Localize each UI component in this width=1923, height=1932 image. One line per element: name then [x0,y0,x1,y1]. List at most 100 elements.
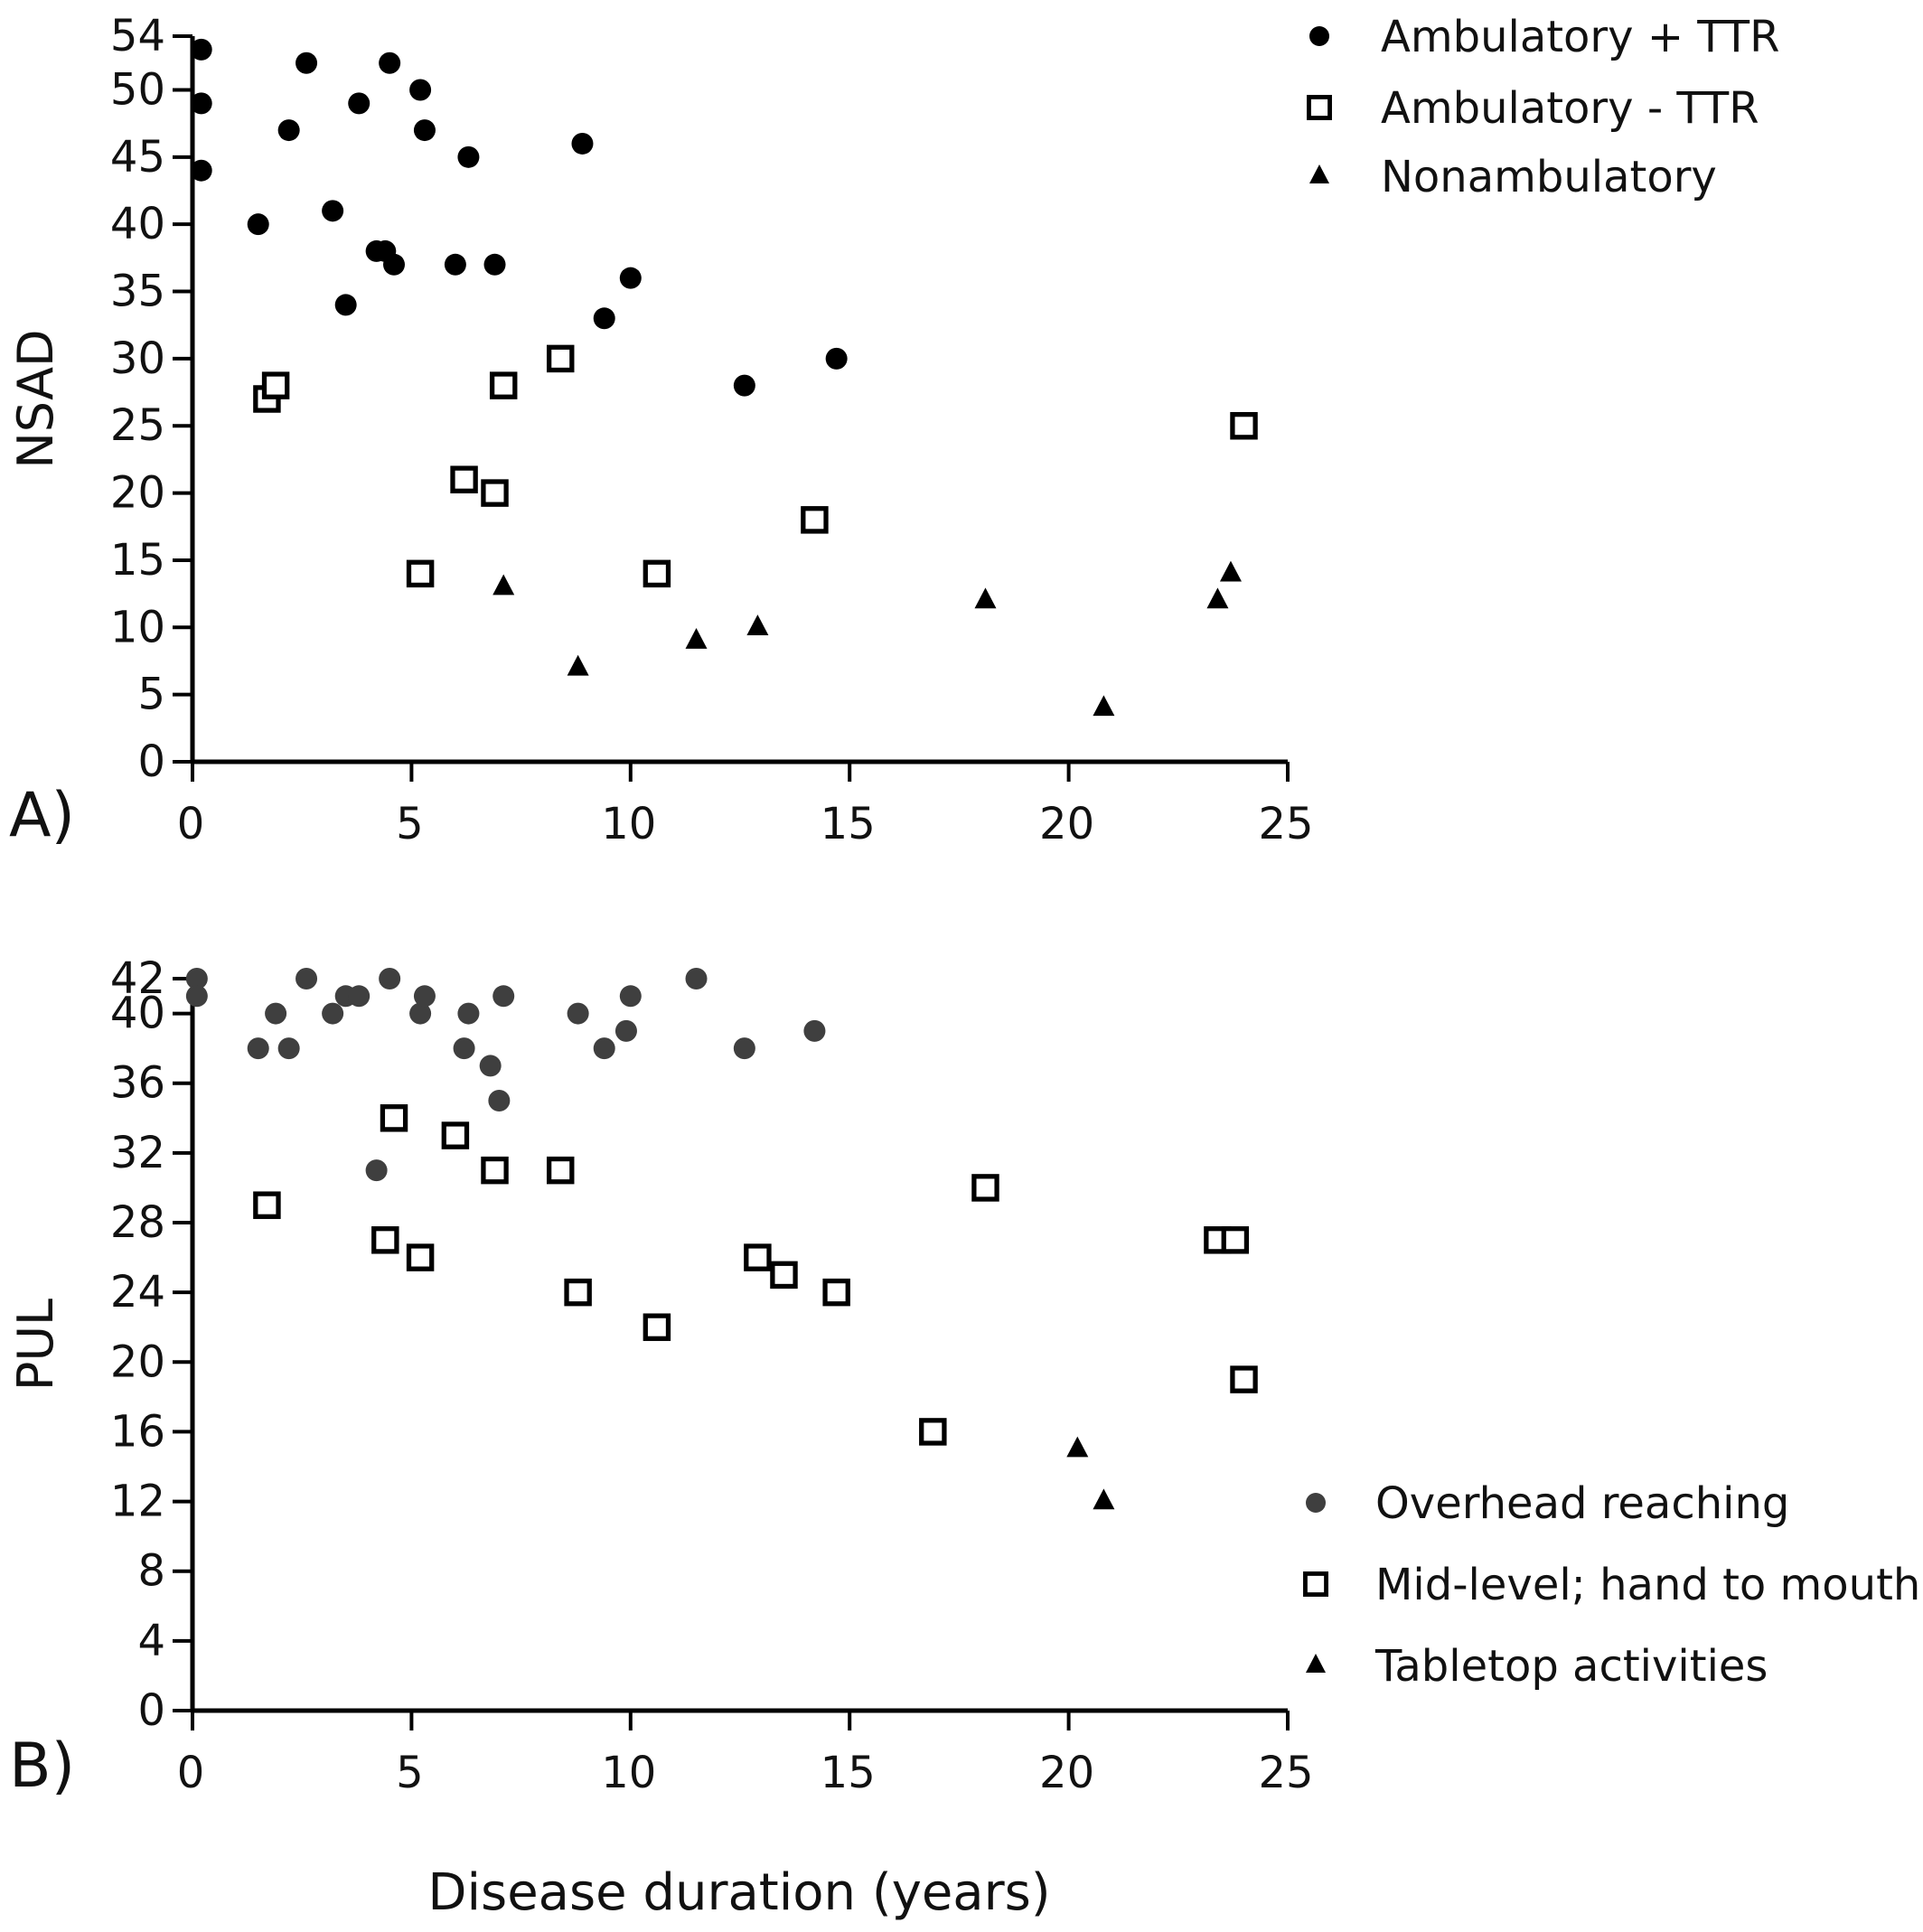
a-data-point [457,145,480,168]
a-y-tick-label: 35 [110,267,165,317]
a-data-point [1230,412,1258,440]
b-y-tick-label: 20 [110,1336,165,1387]
a-y-axis-title: NSAD [7,329,64,468]
b-legend-label: Tabletop activities [1374,1641,1768,1692]
b-y-tick-label: 24 [110,1267,165,1318]
a-series-3 [492,560,1242,717]
b-y-axis-title: PUL [7,1299,64,1391]
a-data-point [190,159,212,182]
a-legend-label: Nonambulatory [1381,152,1717,202]
b-data-point [744,1243,772,1271]
a-data-point [247,213,269,236]
a-legend-marker [1307,95,1332,120]
a-data-point [825,347,848,370]
a-panel-label: A) [9,780,75,851]
a-data-point [733,374,755,397]
b-data-point [593,1037,615,1060]
b-data-point [322,1002,344,1025]
b-y-tick-label: 16 [110,1406,165,1457]
b-legend-marker [1306,1493,1326,1513]
a-data-point [295,52,318,74]
a-y-tick-label: 50 [110,64,165,115]
a-series-2 [253,344,1258,588]
a-legend-label: Ambulatory + TTR [1381,12,1779,62]
b-data-point [413,985,436,1008]
b-data-point [803,1019,826,1042]
b-data-point [770,1261,798,1290]
a-x-tick-label: 25 [1258,799,1313,849]
a-y-tick-label: 30 [110,333,165,384]
a-data-point [379,52,401,74]
a-data-point [383,253,406,276]
b-legend-label: Overhead reaching [1375,1478,1789,1529]
b-data-point [546,1156,575,1185]
b-data-point [457,1002,480,1025]
a-data-point [322,200,344,222]
b-series-1 [185,968,826,1182]
a-data-point [406,559,435,588]
a-x-tick-label: 20 [1039,799,1094,849]
a-x-tick-label: 10 [601,799,656,849]
b-y-tick-label: 40 [110,989,165,1039]
a-data-point [546,344,575,373]
b-series-3 [1066,1436,1115,1510]
a-y-tick-label: 20 [110,468,165,519]
b-data-point [822,1278,850,1307]
a-y-tick-label: 0 [137,736,165,787]
b-data-point [643,1313,671,1341]
b-x-tick-label: 0 [177,1748,205,1798]
b-data-point [185,985,208,1008]
b-y-tick-label: 36 [110,1058,165,1109]
b-x-tick-label: 15 [821,1748,876,1798]
b-data-point [614,1019,637,1042]
b-y-tick-label: 0 [137,1685,165,1736]
a-legend-marker [1309,26,1329,46]
a-data-point [450,465,478,493]
a-data-point [348,92,371,115]
a-data-point [483,253,506,276]
a-y-tick-label: 25 [110,400,165,451]
a-data-point [619,267,642,289]
b-legend-label: Mid-level; hand to mouth [1375,1560,1920,1610]
a-data-point [190,38,212,61]
a-data-point [481,479,509,507]
b-data-point [379,968,401,989]
b-data-point [453,1037,475,1060]
a-legend-marker [1309,164,1329,183]
a-y-tick-label: 5 [137,670,165,720]
a-data-point [746,614,769,635]
b-y-tick-label: 42 [110,953,165,1004]
b-data-point [253,1191,281,1219]
a-data-point [444,253,466,276]
a-data-point [593,307,615,330]
a-data-point [643,559,671,588]
b-data-point [481,1156,509,1185]
a-data-point [413,119,436,142]
b-series-2 [253,1104,1258,1446]
a-data-point [974,587,997,609]
b-data-point [406,1243,435,1271]
a-x-tick-label: 5 [396,799,424,849]
b-data-point [295,968,318,989]
b-data-point [365,1159,388,1182]
b-x-tick-label: 25 [1258,1748,1313,1798]
b-data-point [685,968,708,989]
a-data-point [571,132,594,155]
a-data-point [1093,695,1115,717]
a-legend: Ambulatory + TTR Ambulatory - TTR Nonambul… [1307,12,1779,202]
a-data-point [277,119,300,142]
b-data-point [380,1104,408,1132]
b-data-point [1230,1365,1258,1393]
b-y-tick-label: 32 [110,1128,165,1178]
b-data-point [1093,1488,1115,1510]
b-data-point [1066,1436,1089,1458]
b-data-point [371,1226,399,1254]
a-y-tick-label: 10 [110,602,165,652]
a-data-point [261,371,290,399]
a-data-point [801,506,829,534]
a-data-point [492,574,515,596]
b-legend: Overhead reaching Mid-level; hand to mout… [1303,1478,1920,1692]
b-data-point [441,1121,470,1149]
b-legend-marker [1303,1571,1328,1597]
